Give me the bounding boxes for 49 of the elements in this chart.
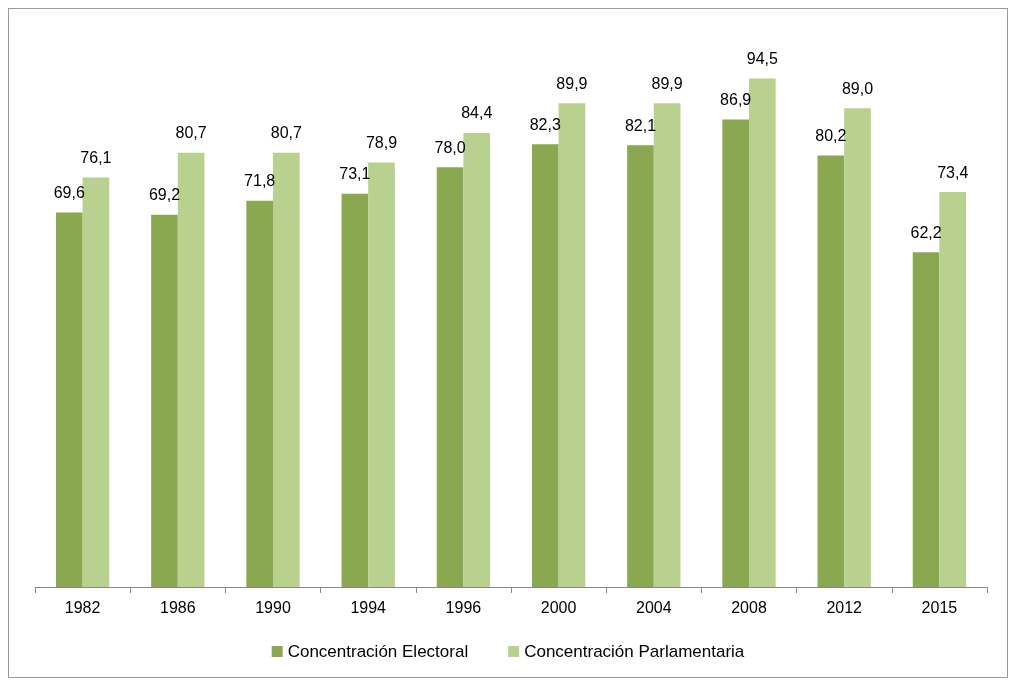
bar bbox=[151, 214, 178, 587]
x-tick-label: 1986 bbox=[160, 598, 196, 616]
bar bbox=[912, 252, 940, 587]
data-label: 80,7 bbox=[175, 124, 207, 142]
data-label: 73,4 bbox=[937, 163, 969, 181]
bar bbox=[341, 193, 369, 587]
legend-label: Concentración Parlamentaria bbox=[524, 642, 745, 661]
data-label: 82,3 bbox=[529, 115, 561, 133]
bar bbox=[463, 132, 491, 587]
x-tick-label: 1982 bbox=[64, 598, 101, 616]
data-label: 69,2 bbox=[148, 186, 181, 204]
data-label: 84,4 bbox=[461, 104, 493, 122]
bar bbox=[749, 78, 776, 587]
x-tick-label: 2012 bbox=[826, 598, 863, 616]
data-label: 82,1 bbox=[624, 116, 657, 134]
data-label: 89,0 bbox=[841, 79, 874, 97]
data-label: 94,5 bbox=[746, 50, 778, 68]
bar bbox=[55, 212, 83, 587]
data-label: 80,2 bbox=[815, 127, 847, 145]
data-label: 71,8 bbox=[244, 172, 276, 190]
bar bbox=[627, 145, 654, 587]
legend-label: Concentración Electoral bbox=[287, 642, 469, 661]
bar bbox=[817, 155, 845, 587]
x-tick-label: 2015 bbox=[921, 598, 958, 616]
data-label: 73,1 bbox=[339, 165, 371, 183]
bar bbox=[531, 144, 559, 587]
x-tick-label: 2000 bbox=[540, 598, 577, 616]
x-tick-label: 1996 bbox=[445, 598, 482, 616]
x-tick-label: 1994 bbox=[350, 598, 387, 616]
bar bbox=[368, 162, 395, 587]
bar bbox=[722, 119, 749, 587]
data-label: 69,6 bbox=[53, 184, 85, 202]
x-tick-label: 1990 bbox=[255, 598, 291, 616]
bar bbox=[436, 167, 464, 587]
data-label: 80,7 bbox=[270, 124, 302, 142]
x-tick-label: 2008 bbox=[731, 598, 767, 616]
data-label: 62,2 bbox=[910, 223, 942, 241]
x-tick-label: 2004 bbox=[636, 598, 672, 616]
bar bbox=[273, 152, 300, 587]
data-label: 86,9 bbox=[720, 90, 752, 108]
bar bbox=[82, 177, 110, 587]
data-label: 76,1 bbox=[80, 149, 112, 167]
data-label: 89,9 bbox=[651, 74, 683, 92]
bar bbox=[844, 108, 871, 587]
bar bbox=[939, 192, 967, 587]
bar bbox=[246, 200, 273, 587]
data-label: 89,9 bbox=[556, 74, 588, 92]
data-label: 78,0 bbox=[434, 138, 466, 156]
data-label: 78,9 bbox=[365, 134, 398, 152]
